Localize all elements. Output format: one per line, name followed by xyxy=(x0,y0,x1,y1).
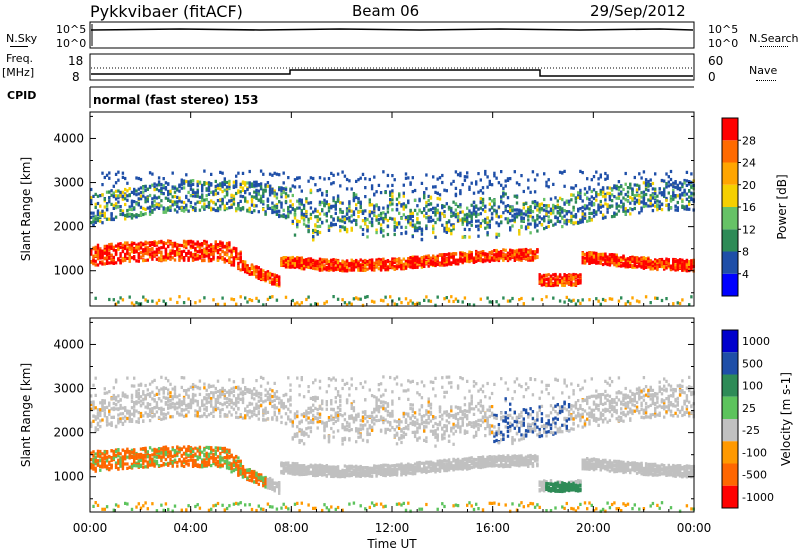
power-colorbar-segment xyxy=(722,229,738,252)
freq-tick-low: 8 xyxy=(72,70,80,84)
power-colorbar-segment xyxy=(722,118,738,141)
nave-legend-line xyxy=(756,80,776,81)
x-tick-label: 20:00 xyxy=(576,521,611,535)
velocity-colorbar-label: 1000 xyxy=(742,335,770,348)
power-colorbar-label: 20 xyxy=(742,179,756,192)
velocity-colorbar-label: 500 xyxy=(742,357,763,370)
power-colorbar-label: 24 xyxy=(742,157,756,170)
x-tick-label: 08:00 xyxy=(274,521,309,535)
power-colorbar-label: 12 xyxy=(742,223,756,236)
y-tick-label: 4000 xyxy=(53,337,84,351)
power-cells xyxy=(90,169,695,307)
x-tick-label: 16:00 xyxy=(475,521,510,535)
velocity-colorbar-segment xyxy=(722,330,738,353)
nave-tick-high: 60 xyxy=(708,54,723,68)
freq-panel-frame xyxy=(89,53,695,81)
y-tick-label: 4000 xyxy=(53,131,84,145)
power-panel: 1000 2000 3000 4000 Slant Range [km] xyxy=(19,111,695,307)
nsky-label: N.Sky xyxy=(6,32,38,45)
velocity-cells xyxy=(90,375,695,513)
velocity-colorbar-segment xyxy=(722,419,738,442)
velocity-colorbar-title: Velocity [m s-1] xyxy=(779,372,793,466)
power-colorbar-label: 8 xyxy=(742,246,749,259)
power-colorbar-segment xyxy=(722,162,738,185)
nsky-panel-frame xyxy=(89,21,695,49)
y-tick-label: 1000 xyxy=(53,470,84,484)
power-colorbar-segment xyxy=(722,251,738,274)
power-colorbar-label: 4 xyxy=(742,268,749,281)
x-tick-label: 04:00 xyxy=(173,521,208,535)
velocity-colorbar-label: -1000 xyxy=(742,491,774,504)
y-tick-label: 2000 xyxy=(53,220,84,234)
velocity-colorbar-frame xyxy=(721,329,739,509)
velocity-colorbar-label: -500 xyxy=(742,469,767,482)
cpid-text: normal (fast stereo) 153 xyxy=(93,93,259,107)
x-tick-label: 00:00 xyxy=(73,521,108,535)
freq-tick-high: 18 xyxy=(68,54,83,68)
power-colorbar-segment xyxy=(722,140,738,163)
x-tick-label: 12:00 xyxy=(375,521,410,535)
station-title: Pykkvibaer (fitACF) xyxy=(90,2,243,21)
freq-label: Freq. xyxy=(6,52,34,65)
nsearch-tick-low: 10^0 xyxy=(708,37,738,50)
y-axis-label: Slant Range [km] xyxy=(19,157,33,261)
y-tick-label: 3000 xyxy=(53,176,84,190)
power-colorbar-segment xyxy=(722,207,738,230)
velocity-colorbar-segment xyxy=(722,396,738,419)
velocity-colorbar-label: 25 xyxy=(742,402,756,415)
x-tick-label: 00:00 xyxy=(677,521,712,535)
velocity-colorbar-segment xyxy=(722,463,738,486)
velocity-colorbar-segment xyxy=(722,485,738,508)
freq-unit: [MHz] xyxy=(2,66,35,79)
time-axis: 00:00 04:00 08:00 12:00 16:00 20:00 00:00 Time … xyxy=(73,521,712,551)
beam-title: Beam 06 xyxy=(352,2,420,20)
velocity-colorbar-segment xyxy=(722,352,738,375)
nave-tick-low: 0 xyxy=(708,70,716,84)
y-tick-label: 3000 xyxy=(53,382,84,396)
cpid-label: CPID xyxy=(7,89,37,102)
nsearch-label: N.Search xyxy=(749,32,799,45)
nave-label: Nave xyxy=(749,64,778,77)
nsearch-legend-line xyxy=(760,46,788,47)
power-colorbar-segment xyxy=(722,273,738,296)
y-tick-label: 1000 xyxy=(53,264,84,278)
date-title: 29/Sep/2012 xyxy=(590,2,686,20)
velocity-colorbar-label: -100 xyxy=(742,446,767,459)
y-tick-label: 2000 xyxy=(53,426,84,440)
nsky-legend-line xyxy=(10,46,28,47)
nsky-trace xyxy=(90,28,694,31)
nsky-tick-high: 10^5 xyxy=(56,23,86,36)
x-axis-label: Time UT xyxy=(366,537,417,551)
power-colorbar-label: 28 xyxy=(742,134,756,147)
velocity-colorbar-segment xyxy=(722,374,738,397)
velocity-panel: 1000 2000 3000 4000 Slant Range [km] xyxy=(19,317,695,513)
freq-trace xyxy=(91,69,693,77)
nsearch-tick-high: 10^5 xyxy=(708,23,738,36)
colorbars: 4 8 12 16 20 24 28 Power [dB] 1000 500 100 25 -25 -10… xyxy=(721,117,793,509)
velocity-colorbar-label: -25 xyxy=(742,424,760,437)
y-axis-label: Slant Range [km] xyxy=(19,363,33,467)
velocity-colorbar-segment xyxy=(722,441,738,464)
nsky-tick-low: 10^0 xyxy=(56,37,86,50)
power-colorbar-segment xyxy=(722,184,738,207)
velocity-colorbar-label: 100 xyxy=(742,380,763,393)
power-colorbar-title: Power [dB] xyxy=(775,174,789,239)
power-colorbar-label: 16 xyxy=(742,201,756,214)
